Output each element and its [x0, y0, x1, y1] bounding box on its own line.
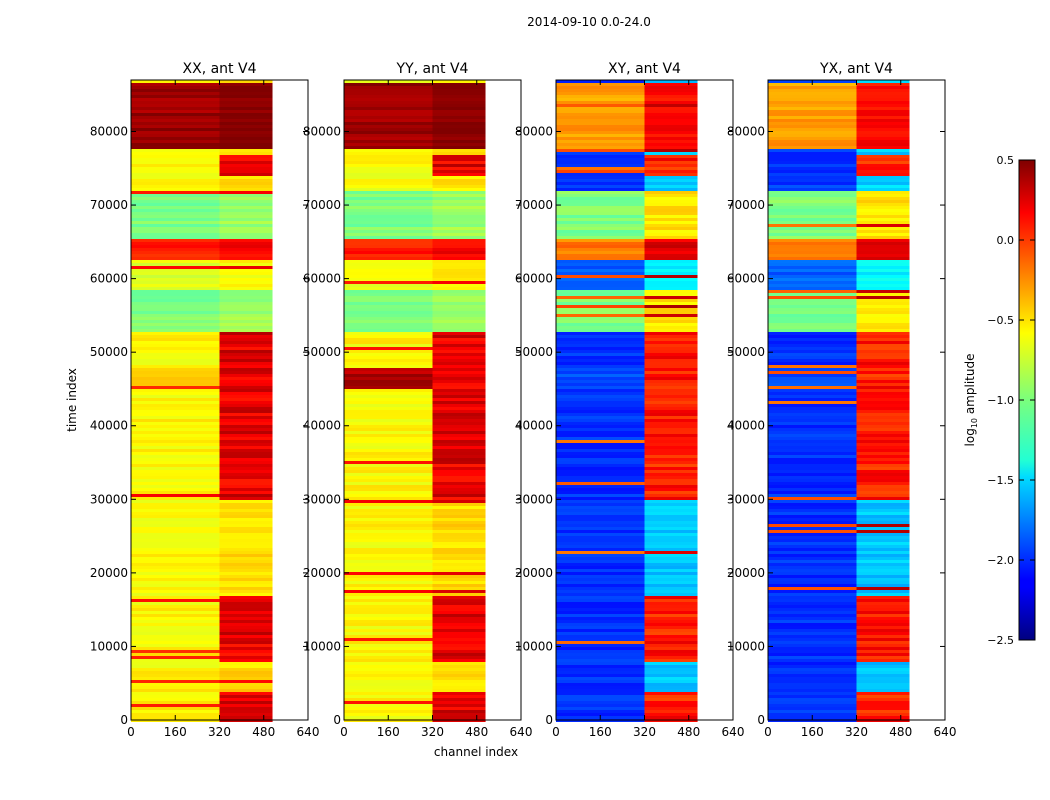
x-tick-label: 320: [208, 725, 231, 739]
x-tick-label: 320: [845, 725, 868, 739]
y-tick-label: 80000: [515, 124, 553, 138]
y-tick-label: 50000: [90, 345, 128, 359]
x-tick-label: 640: [722, 725, 745, 739]
y-tick-label: 50000: [515, 345, 553, 359]
x-axis-label: channel index: [434, 745, 518, 759]
y-tick-label: 70000: [727, 198, 765, 212]
y-tick-label: 60000: [90, 272, 128, 286]
y-tick-label: 40000: [727, 419, 765, 433]
colorbar-tick-label: −2.0: [987, 554, 1014, 567]
y-axis-label: time index: [65, 368, 79, 432]
colorbar-label-prefix: log: [963, 428, 977, 446]
y-tick-label: 0: [757, 713, 765, 727]
y-tick-label: 70000: [90, 198, 128, 212]
y-tick-label: 20000: [727, 566, 765, 580]
y-tick-label: 0: [545, 713, 553, 727]
heatmap-image: [556, 80, 733, 722]
y-tick-label: 80000: [90, 124, 128, 138]
x-tick-label: 480: [252, 725, 275, 739]
x-tick-label: 160: [589, 725, 612, 739]
y-tick-label: 10000: [90, 639, 128, 653]
y-tick-label: 40000: [303, 419, 341, 433]
figure-suptitle: 2014-09-10 0.0-24.0: [527, 15, 651, 29]
panel-1: XX, ant V4 0 160 320 480 640 0 10000 20000 30000 4…: [90, 61, 320, 739]
y-tick-label: 30000: [90, 492, 128, 506]
y-tick-label: 30000: [303, 492, 341, 506]
y-tick-label: 20000: [515, 566, 553, 580]
y-tick-label: 60000: [303, 272, 341, 286]
colorbar-label-suffix: amplitude: [963, 354, 977, 418]
panel-2: YY, ant V4 0 160 320 480 640 0 10000 20000 30000 4…: [303, 61, 533, 739]
colorbar-label: log10 amplitude: [963, 354, 979, 447]
y-tick-label: 80000: [727, 124, 765, 138]
panel-title: YX, ant V4: [819, 61, 893, 77]
y-tick-label: 70000: [303, 198, 341, 212]
y-tick-label: 0: [333, 713, 341, 727]
heatmap-image: [131, 80, 308, 722]
y-tick-label: 0: [120, 713, 128, 727]
y-tick-label: 40000: [515, 419, 553, 433]
y-tick-label: 10000: [515, 639, 553, 653]
heatmap-image: [768, 80, 945, 722]
colorbar: 0.5 0.0 −0.5 −1.0 −1.5 −2.0 −2.5 log10 amplitu…: [963, 154, 1036, 647]
y-tick-label: 80000: [303, 124, 341, 138]
y-tick-label: 20000: [90, 566, 128, 580]
colorbar-tick-label: −1.0: [987, 394, 1014, 407]
x-tick-label: 0: [552, 725, 560, 739]
x-tick-label: 0: [340, 725, 348, 739]
x-tick-label: 160: [801, 725, 824, 739]
x-tick-label: 640: [934, 725, 957, 739]
y-tick-label: 50000: [727, 345, 765, 359]
colorbar-tick-label: 0.0: [997, 234, 1015, 247]
x-tick-label: 640: [297, 725, 320, 739]
y-tick-label: 20000: [303, 566, 341, 580]
colorbar-tick-label: −2.5: [987, 634, 1014, 647]
y-tick-label: 10000: [727, 639, 765, 653]
panel-4: YX, ant V4 0 160 320 480 640 0 10000 20000 30000 4…: [727, 61, 957, 739]
y-tick-label: 60000: [727, 272, 765, 286]
y-tick-label: 50000: [303, 345, 341, 359]
heatmap-panels: XX, ant V4 0 160 320 480 640 0 10000 20000 30000 4…: [90, 61, 957, 739]
x-tick-label: 0: [764, 725, 772, 739]
panel-title: XX, ant V4: [183, 61, 257, 77]
panel-title: XY, ant V4: [608, 61, 681, 77]
x-tick-label: 160: [164, 725, 187, 739]
x-tick-label: 480: [889, 725, 912, 739]
x-tick-label: 480: [465, 725, 488, 739]
colorbar-tick-label: −1.5: [987, 474, 1014, 487]
y-tick-label: 70000: [515, 198, 553, 212]
y-tick-label: 60000: [515, 272, 553, 286]
x-tick-label: 320: [633, 725, 656, 739]
colorbar-label-sub: 10: [970, 418, 979, 428]
y-tick-label: 30000: [515, 492, 553, 506]
y-tick-label: 30000: [727, 492, 765, 506]
heatmap-image: [344, 80, 521, 722]
colorbar-tick-label: 0.5: [997, 154, 1015, 167]
x-tick-label: 160: [377, 725, 400, 739]
y-tick-label: 10000: [303, 639, 341, 653]
x-tick-label: 320: [421, 725, 444, 739]
colorbar-tick-label: −0.5: [987, 314, 1014, 327]
x-tick-label: 0: [127, 725, 135, 739]
x-tick-label: 480: [677, 725, 700, 739]
panel-3: XY, ant V4 0 160 320 480 640 0 10000 20000 30000 4…: [515, 61, 745, 739]
x-tick-label: 640: [510, 725, 533, 739]
y-tick-label: 40000: [90, 419, 128, 433]
panel-title: YY, ant V4: [396, 61, 469, 77]
